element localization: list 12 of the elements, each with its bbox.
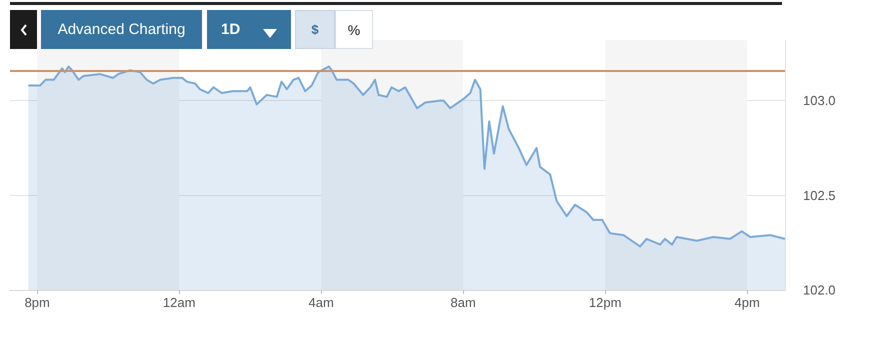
- x-tick-label: 12am: [162, 295, 196, 310]
- y-tick-label: 102.5: [803, 188, 836, 203]
- percent-toggle: %: [335, 10, 373, 49]
- charting-button: Advanced Charting: [41, 10, 202, 49]
- y-tick-label: 102.0: [803, 282, 836, 298]
- x-tick-label: 4pm: [734, 295, 760, 310]
- x-tick-label: 8pm: [24, 295, 50, 310]
- y-tick-label: 103.0: [803, 93, 836, 108]
- x-tick-label: 12pm: [588, 295, 622, 310]
- currency-toggle: $: [295, 10, 335, 49]
- x-tick-label: 8am: [450, 295, 476, 310]
- x-tick-label: 4am: [308, 295, 334, 310]
